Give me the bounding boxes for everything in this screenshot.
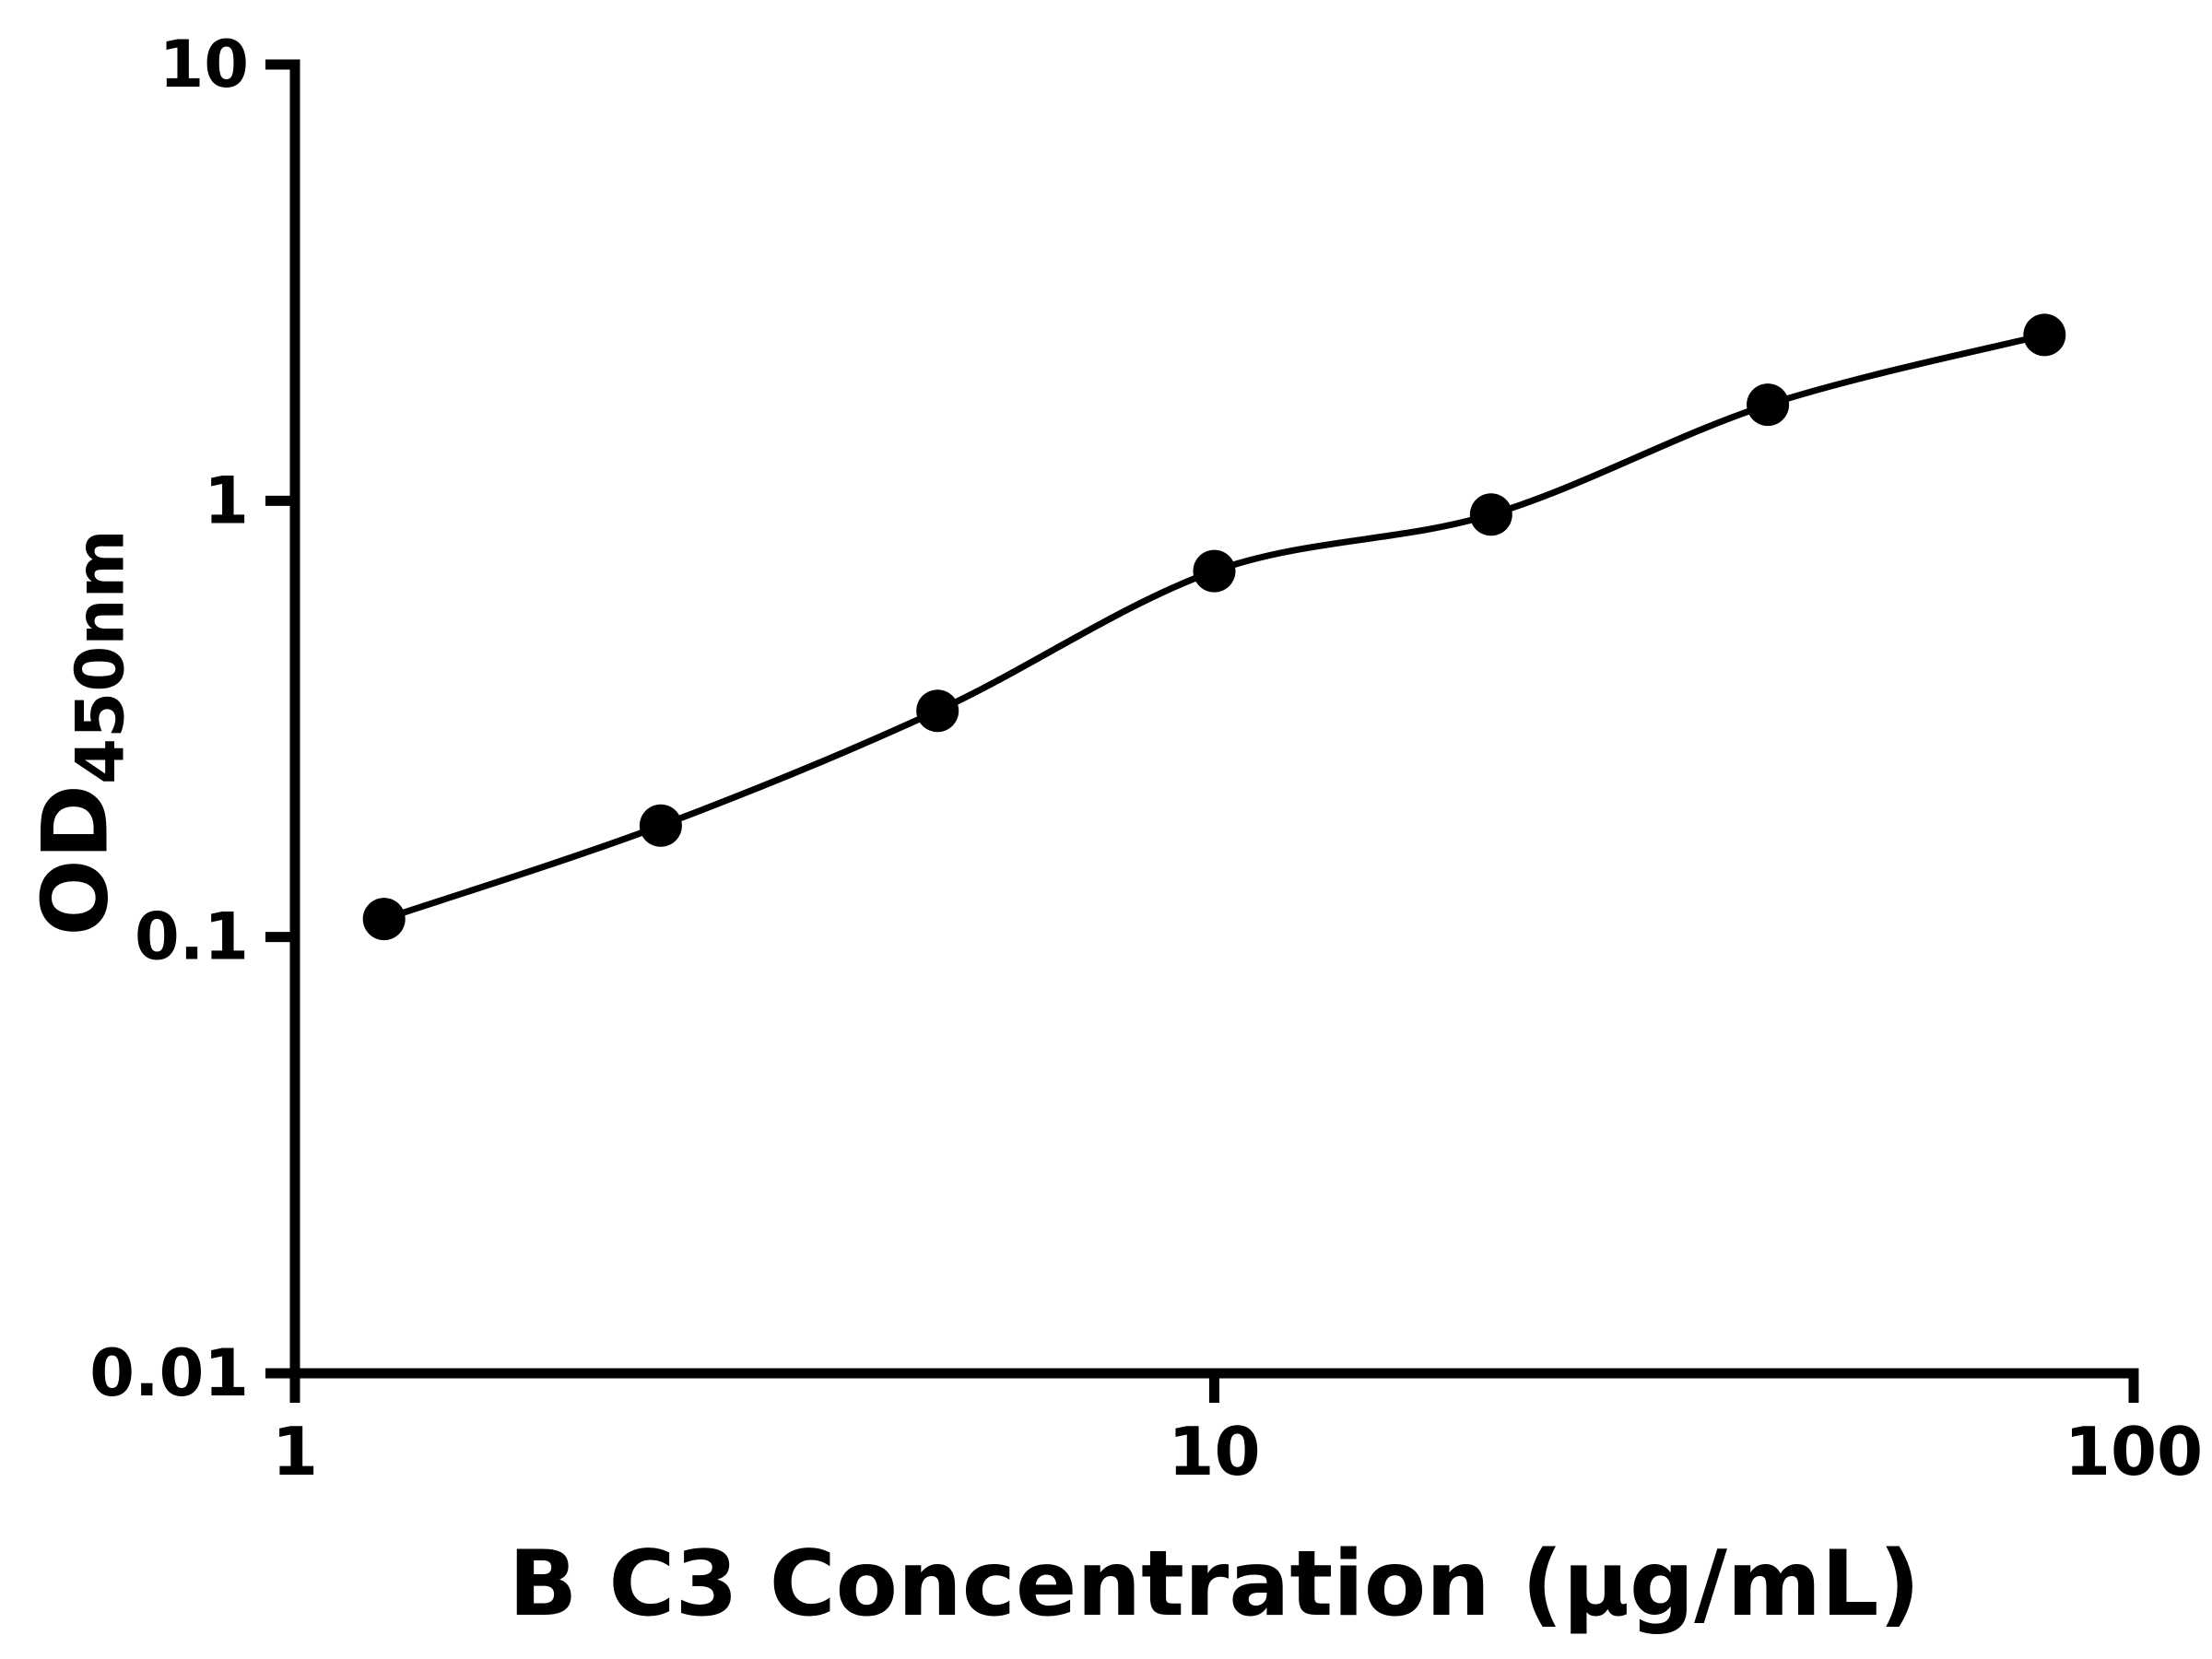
- x-tick-label: 100: [2065, 1413, 2203, 1490]
- data-point: [916, 689, 959, 733]
- data-point: [2023, 313, 2066, 357]
- x-tick-label: 1: [272, 1413, 318, 1490]
- y-tick-label: 0.01: [89, 1335, 249, 1411]
- y-tick-label: 1: [204, 463, 249, 538]
- data-point: [1469, 493, 1512, 536]
- y-axis-title-subscript: 450nm: [61, 529, 139, 784]
- x-tick-label: 10: [1168, 1413, 1260, 1490]
- y-axis-title: OD450nm: [24, 529, 139, 935]
- data-point: [362, 898, 406, 941]
- fit-curve: [382, 332, 2046, 923]
- y-tick-label: 0.1: [135, 900, 249, 975]
- data-point: [1747, 383, 1790, 427]
- y-tick-label: 10: [159, 27, 249, 102]
- y-axis-title-text: OD: [23, 783, 129, 936]
- data-point: [639, 804, 682, 847]
- x-axis-title: B C3 Concentration (μg/mL): [508, 1532, 1921, 1637]
- data-point: [1193, 549, 1236, 593]
